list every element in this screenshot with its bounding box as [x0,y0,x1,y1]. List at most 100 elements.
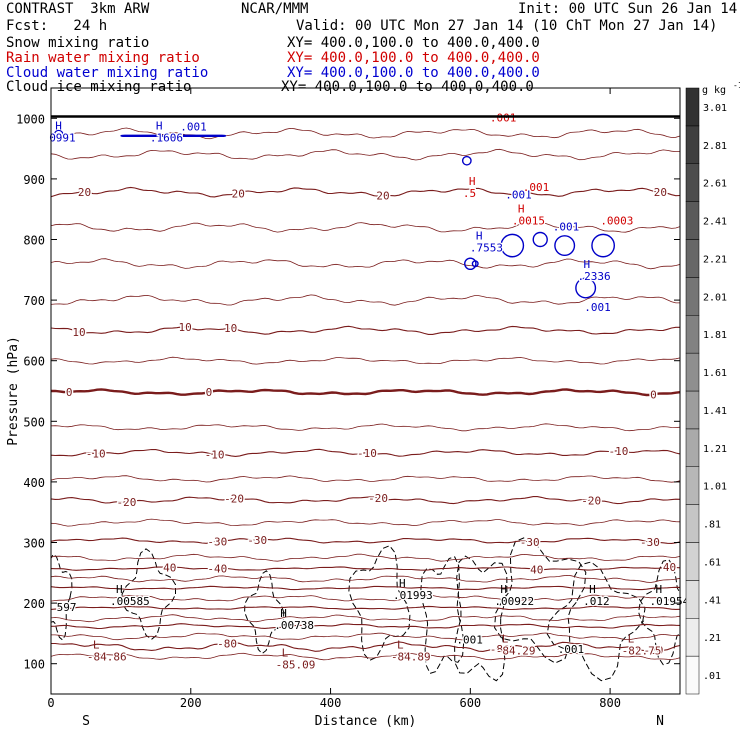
forecast-hour: Fcst: 24 h [6,18,108,34]
extremum-value-0: -84.86 [87,651,127,664]
y-tick-label-1000: 1000 [16,112,45,126]
isotherm--40 [51,566,680,571]
colorbar-label-4: .81 [703,520,721,531]
colorbar-swatch-6 [685,428,700,467]
minor-isotherm-3 [51,594,680,602]
colorbar-label-11: 2.21 [703,254,727,265]
colorbar-label-5: 1.01 [703,482,727,493]
field-xy-snow: XY= 400.0,100.0 to 400.0,400.0 [287,35,540,51]
cloud-water-contour-0 [464,257,477,271]
isotherm-label--40-1: -40 [207,563,227,576]
isotherm-label-0-1: 0 [206,386,213,399]
colorbar-label-8: 1.61 [703,368,727,379]
colorbar-swatch-10 [685,277,700,316]
cloud-water-contour-left-b [120,134,227,137]
colorbar-swatch-1 [685,618,700,657]
cloud-water-contours [53,129,616,299]
x-tick-label-800: 800 [599,696,621,710]
isotherm-label--10-3: -10 [609,445,629,458]
isotherm-label--40-3: 40 [663,561,676,574]
contour-label-0: .001 [456,634,483,647]
isotherm-label--40-2: 40 [530,563,543,576]
isotherm-label--30-3: -30 [640,536,660,549]
ice-contour-2 [244,570,285,655]
minor-isotherm-7 [51,475,680,483]
x-axis-label: Distance (km) [315,714,417,729]
isotherm-20 [51,186,680,198]
minor-isotherm-2 [51,614,680,623]
isotherm--50 [51,585,680,591]
extremum-value-4: -82.75 [622,645,662,658]
extremum-value-10: .01954 [650,595,690,608]
ice-contour-7 [546,561,646,682]
extremum-value-15: .1606 [150,131,183,144]
contour-label-6: .001 [505,188,532,201]
colorbar-swatch-0 [685,655,700,695]
extremum-value-6: .00585 [110,595,150,608]
contour-label-3: .001 [584,301,611,314]
isotherm-label-20-1: 20 [232,187,245,200]
extremum-kind-12: H [584,258,591,271]
isotherm-label-10-0: 10 [72,326,85,339]
contour-label-1: .001 [558,643,585,656]
isotherm--30 [51,537,680,544]
minor-isotherm-0 [51,652,680,661]
colorbar-label-1: .21 [703,633,721,644]
y-tick-label-900: 900 [23,173,45,187]
x-tick-label-400: 400 [320,696,342,710]
extremum-value-5: .00738 [274,619,314,632]
y-tick-label-400: 400 [23,476,45,490]
isotherm-label--80-2: -80 [644,644,664,657]
y-axis-label: Pressure (hPa) [6,336,21,446]
ice-contour-0 [51,553,73,641]
extremum-kind-11: H [476,230,483,243]
minor-isotherm-6 [51,518,680,527]
minor-isotherm-12 [51,222,680,233]
plot-frame [50,87,681,695]
ice-contour-6 [494,536,587,664]
field-xy-cloud-water: XY= 400.0,100.0 to 400.0,400.0 [287,65,540,81]
minor-isotherm-14 [51,127,680,140]
cloud-water-contour-6 [575,277,597,299]
colorbar-label-9: 1.81 [703,330,727,341]
field-name-cloud-ice: Cloud ice mixing ratio [6,79,192,95]
isotherm-label--10-1: -10 [205,448,225,461]
extremum-kind-8: H [500,583,507,596]
minor-isotherm-11 [51,258,680,270]
minor-isotherm-9 [51,356,680,365]
field-name-cloud-water: Cloud water mixing ratio [6,65,209,81]
colorbar-swatch-5 [685,466,700,505]
extremum-kind-7: H [399,577,406,590]
cloud-water-contour-left-a [53,129,64,139]
isotherm-label--80-0: -80 [217,638,237,651]
isotherm-10 [51,325,680,335]
extremum-value-1: -85.09 [276,659,316,672]
extremum-value-11: .7553 [470,242,503,255]
contour-label-7: .001 [523,181,550,194]
extremum-value-7: .01993 [393,589,433,602]
colorbar-label-10: 2.01 [703,292,727,303]
isotherm-label-0-0: 0 [66,386,73,399]
minor-isotherm-8 [51,423,680,432]
field-name-snow: Snow mixing ratio [6,35,150,51]
colorbar-swatch-7 [685,390,700,430]
colorbar-label-13: 2.61 [703,179,727,190]
isotherm--20 [51,496,680,505]
isotherm-label-20-2: 20 [376,190,389,203]
contour-label-9: .001 [490,111,517,124]
org-label: NCAR/MMM [241,1,309,17]
model-title: CONTRAST 3km ARW [6,1,150,17]
isotherm-label-20-3: 20 [654,186,667,199]
colorbar-swatch-11 [685,239,700,278]
isotherm--10 [51,448,680,457]
extremum-kind-3: L [502,633,509,646]
colorbar-swatch-3 [685,542,700,581]
minor-isotherm-4 [51,574,680,583]
cloud-water-contour-4 [532,231,548,248]
extremum-kind-14: H [469,175,476,188]
isotherm-label--30-2: -30 [520,536,540,549]
cloud-water-contour-3 [500,233,525,258]
colorbar-swatch-2 [685,580,700,619]
colorbar-label-7: 1.41 [703,406,727,417]
